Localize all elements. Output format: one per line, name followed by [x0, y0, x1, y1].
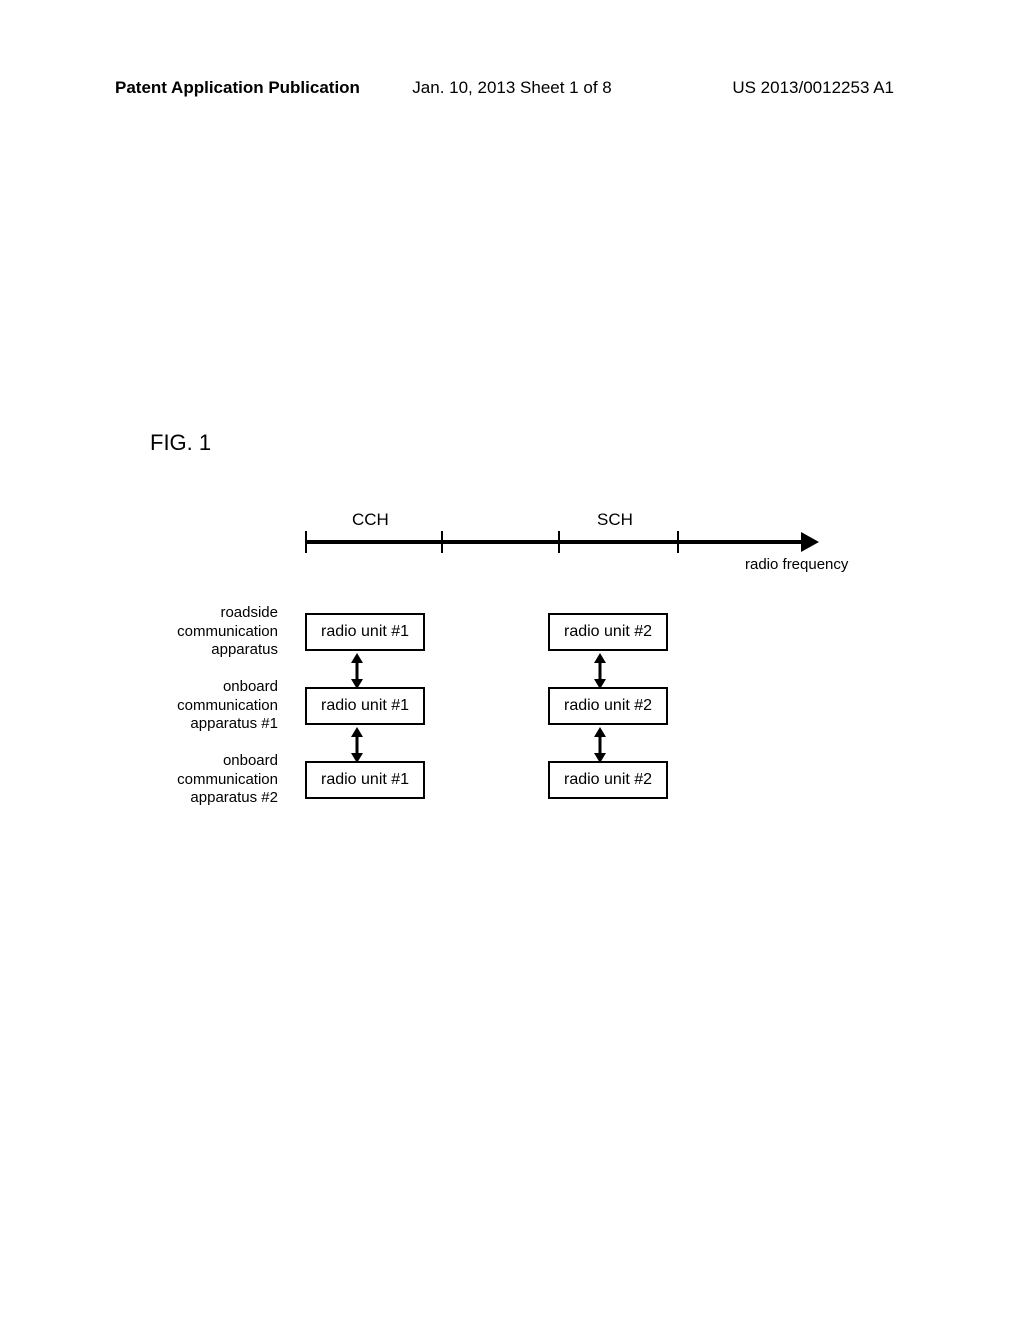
- row-label: onboard communication apparatus #2: [0, 752, 290, 808]
- axis-tick: [677, 531, 679, 553]
- radio-unit-box: radio unit #2: [548, 761, 668, 799]
- diagram-row-roadside: roadside communication apparatus radio u…: [0, 595, 1024, 669]
- radio-unit-box: radio unit #1: [305, 613, 425, 651]
- diagram-row-onboard-2: onboard communication apparatus #2 radio…: [0, 743, 1024, 817]
- axis-tick: [305, 531, 307, 553]
- row-label: onboard communication apparatus #1: [0, 678, 290, 734]
- axis-arrowhead-icon: [801, 532, 819, 552]
- radio-unit-box: radio unit #1: [305, 761, 425, 799]
- radio-unit-box: radio unit #2: [548, 613, 668, 651]
- diagram-row-onboard-1: onboard communication apparatus #1 radio…: [0, 669, 1024, 743]
- rows-container: roadside communication apparatus radio u…: [0, 595, 1024, 817]
- axis-tick: [558, 531, 560, 553]
- radio-unit-box: radio unit #1: [305, 687, 425, 725]
- row-label-text: onboard communication apparatus #2: [177, 752, 278, 807]
- axis-label: radio frequency: [745, 556, 848, 573]
- figure-label: FIG. 1: [150, 430, 211, 456]
- radio-unit-box: radio unit #2: [548, 687, 668, 725]
- header-left-text: Patent Application Publication: [115, 78, 360, 98]
- channel-label-cch: CCH: [352, 510, 389, 530]
- page-header: Patent Application Publication Jan. 10, …: [0, 78, 1024, 98]
- header-right-text: US 2013/0012253 A1: [732, 78, 894, 98]
- axis-line: [305, 540, 805, 544]
- row-label: roadside communication apparatus: [0, 604, 290, 660]
- row-label-text: roadside communication apparatus: [177, 604, 278, 659]
- header-center-text: Jan. 10, 2013 Sheet 1 of 8: [412, 78, 611, 98]
- row-label-text: onboard communication apparatus #1: [177, 678, 278, 733]
- axis-tick: [441, 531, 443, 553]
- frequency-axis: CCH SCH radio frequency: [305, 510, 1024, 590]
- channel-label-sch: SCH: [597, 510, 633, 530]
- diagram: CCH SCH radio frequency roadside communi…: [0, 510, 1024, 817]
